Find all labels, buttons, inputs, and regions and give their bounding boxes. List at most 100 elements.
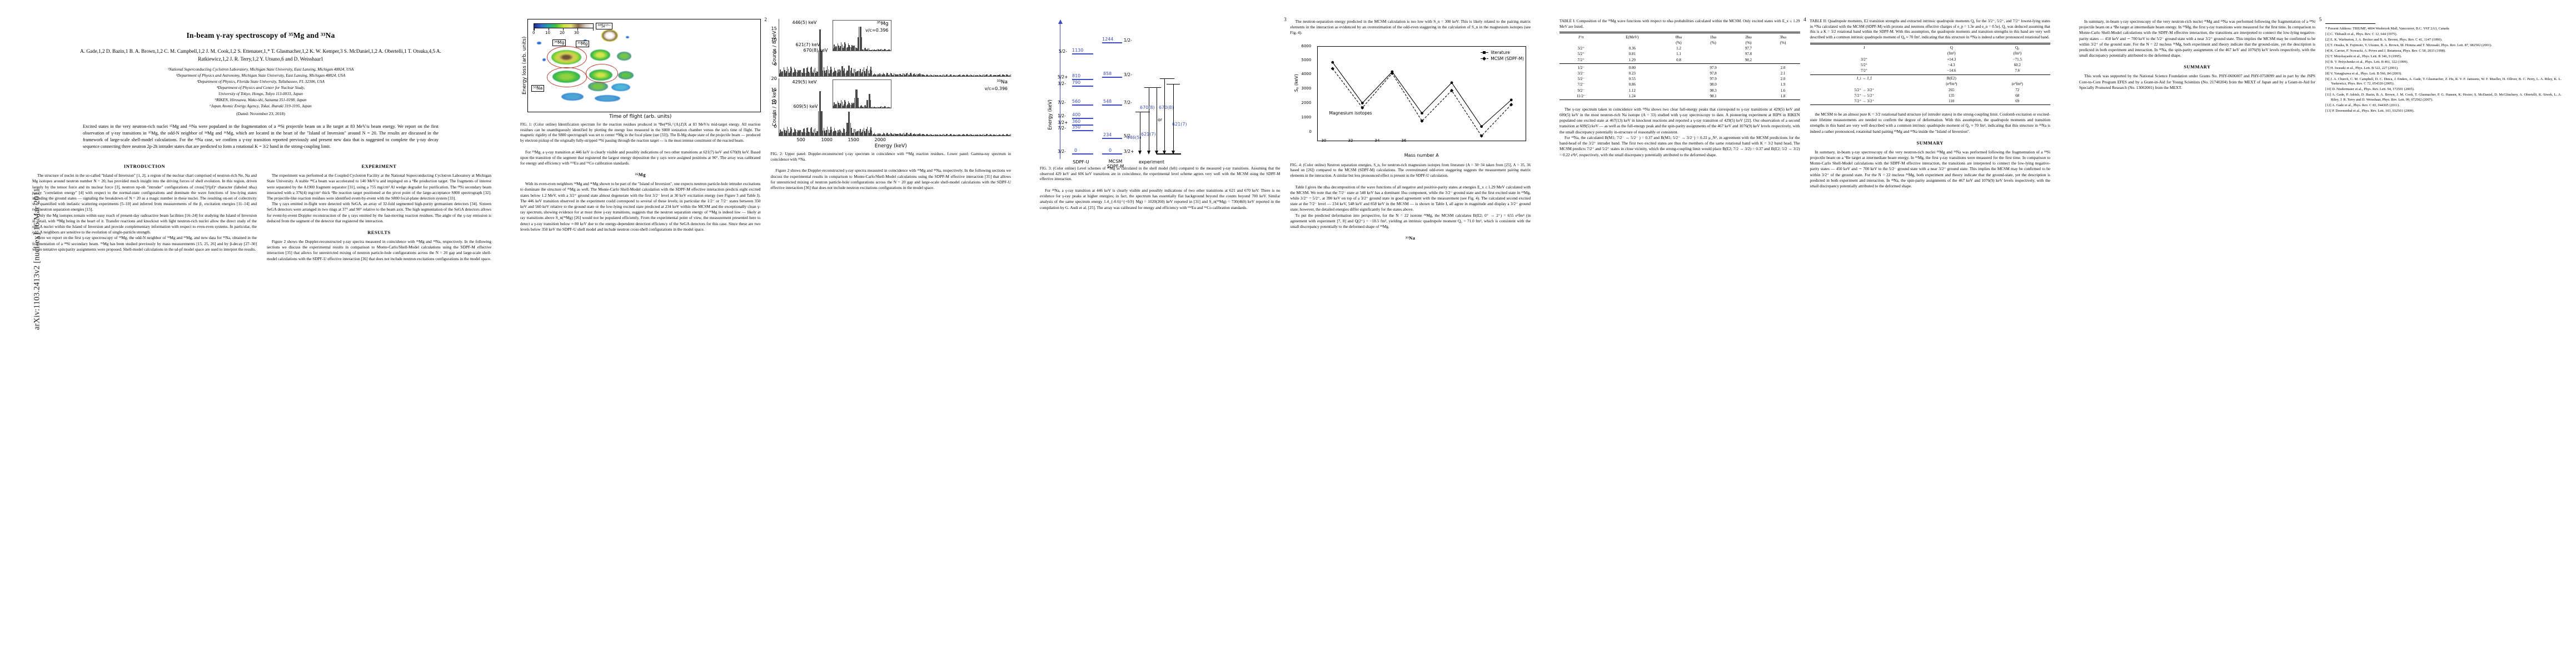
fig2-x-axis-label: Energy (keV) — [874, 143, 907, 149]
table-row: 3/2⁻ 0.23 97.8 2.1 — [1559, 71, 1800, 76]
fig2-panel-35mg: Counts / 8 keV ³⁵Mg v/c=0.396 446(5) keV — [771, 19, 1011, 77]
fig4-marker — [1361, 101, 1364, 104]
table-cell: 98.2 — [1745, 57, 1752, 62]
page-1-column-left: INTRODUCTION The structure of nuclei in … — [32, 158, 257, 262]
section-heading-summary: SUMMARY — [2184, 64, 2211, 70]
pid-blob — [588, 82, 608, 91]
table-cell: 5/2⁺ — [1577, 52, 1585, 57]
table-cell: 1.29 — [1628, 57, 1636, 62]
fig3-level-mcsm-gs — [1102, 153, 1122, 155]
table-cell: 1.8 — [1780, 93, 1786, 98]
reference-item: [5] T. Motobayashi et al., Phys. Lett. B… — [2325, 54, 2402, 59]
page-number: 2 — [764, 17, 767, 22]
sub-blank2 — [1603, 40, 1662, 46]
pid-plot-wrapper: Energy loss (arb. units) 0 10 20 30 — [520, 19, 761, 112]
col-E: E(MeV) — [1626, 34, 1639, 39]
pid-blob-noise — [537, 42, 541, 44]
fig4-ytick-6000: 6000 — [1301, 43, 1312, 48]
gate-ellipse-36mg — [547, 46, 587, 68]
fig2-inset-histogram — [833, 21, 891, 51]
paragraph: For ³⁵Mg, a γ-ray transition at 446 keV … — [520, 149, 761, 166]
fig4-legend-item-literature: literature — [1481, 49, 1524, 56]
col-2hw: 2ħω — [1745, 34, 1752, 39]
sub-pct-1: (%) — [1676, 41, 1682, 46]
fig2-panel2-inset — [832, 79, 891, 108]
table-cell: 97.8 — [1710, 71, 1717, 76]
fig2-p1-ytick-10: 10 — [771, 37, 777, 42]
paragraph: The γ rays emitted in-flight were detect… — [267, 201, 491, 223]
reference-item: [13] P. Doornenbal et al., Phys. Rev. Le… — [2325, 109, 2415, 113]
table-cell — [1731, 76, 1766, 82]
fig3-level-spin: 7/2- — [1058, 126, 1066, 131]
table-cell — [1696, 46, 1731, 51]
fig3-level-energy: 0 — [1074, 148, 1078, 153]
fig2-inset-velocity-label: v/c=0.396 — [865, 28, 889, 33]
table-cell — [1662, 76, 1696, 82]
col-0hw: 0ħω — [1675, 34, 1682, 39]
table-row-header: J^π E(MeV) 0ħω 1ħω 2ħω 3ħω — [1559, 34, 1800, 40]
page-number: 5 — [2319, 17, 2322, 22]
sub-pct-3: (%) — [1745, 41, 1752, 46]
fig3-level-energy: 858 — [1103, 71, 1112, 76]
page-4-column-right: TABLE II: Quadrupole moments, E2 transit… — [1810, 19, 2051, 189]
fig3-level-energy: 400 — [1072, 112, 1081, 117]
paragraph: For ³³Na, the calculated B(M1; 7/2⁻ → 5/… — [1559, 135, 1800, 157]
table-cell: 2.0 — [1780, 65, 1786, 70]
table-cell — [1696, 57, 1731, 63]
table-cell — [1696, 51, 1731, 57]
table-cell: 0.00 — [1628, 65, 1636, 70]
fig3-level-spin: 7/2- — [1124, 100, 1132, 105]
fig3-level-energy: 0 — [1109, 148, 1112, 153]
reference-item: [11] A. Gade, P. Adrich, D. Bazin, B. A.… — [2325, 93, 2562, 102]
figure-1: Energy loss (arb. units) 0 10 20 30 — [520, 19, 761, 144]
page-2: 2 Energy loss (arb. units) 0 10 — [506, 0, 1025, 667]
fig4-series-0 — [1332, 62, 1512, 127]
figure-4: Sn (keV) 6000 5000 4000 3000 2000 1000 0… — [1291, 41, 1531, 179]
page-3: 3 Energy (keV) SDPF-U MCSM SDPF-M experim… — [1025, 0, 1545, 667]
col-J: J^π — [1578, 34, 1584, 39]
fig1-plot-area: 0 10 20 30 — [527, 19, 761, 112]
reference-item: [9] J. A. Church, C. M. Campbell, D. C. … — [2325, 77, 2562, 86]
fig2-peak-label-670: 670(8) keV — [803, 48, 828, 53]
table-cell: 7.6 — [2015, 68, 2020, 73]
table-row-subheader: J_i → J_f B(E2) — [1810, 76, 2051, 81]
paragraph: The structure of nuclei in the so-called… — [32, 173, 257, 212]
fig4-xtick-32: 32 — [1348, 138, 1353, 143]
fig3-level-spin: 5/2- — [1059, 49, 1067, 54]
fig2-peak-label-429: 429(5) keV — [792, 79, 817, 84]
gate-ellipse-33na — [547, 67, 587, 87]
table-row: 7/2⁻ 0.86 98.0 1.9 — [1559, 82, 1800, 87]
table-cell: 2.0 — [1780, 77, 1786, 82]
page-number: 4 — [1803, 17, 1806, 22]
table-1-head: J^π E(MeV) 0ħω 1ħω 2ħω 3ħω (%) — [1559, 34, 1800, 46]
legend-label: literature — [1491, 49, 1510, 55]
legend-line-solid — [1481, 51, 1489, 54]
table-cell: 1.9 — [1780, 82, 1786, 87]
table-cell: 0.86 — [1628, 82, 1636, 87]
page-4: 4 TABLE I: Composition of the ³⁵Mg wave … — [1545, 0, 2065, 667]
fig3-level-energy: 360 — [1072, 119, 1081, 124]
affiliation-1: ¹National Superconducting Cyclotron Labo… — [167, 66, 354, 72]
table-cell — [1731, 82, 1766, 87]
paragraph: The experiment was performed at the Coup… — [267, 173, 491, 201]
section-heading-summary: SUMMARY — [1916, 140, 1944, 146]
fig3-level-sdpfu — [1072, 130, 1093, 131]
page-3-columns: Energy (keV) SDPF-U MCSM SDPF-M experimen… — [1025, 14, 1545, 245]
fig3-exp-level — [1144, 87, 1161, 88]
fig4-xtick-36: 36 — [1401, 138, 1407, 143]
pid-blob — [561, 93, 584, 101]
fig3-level-mcsm — [1102, 42, 1122, 43]
legend-label: MCSM (SDPF-M) — [1491, 56, 1524, 61]
table-cell: 0.23 — [1628, 71, 1636, 76]
table-cell — [1766, 57, 1800, 63]
table-cell — [1731, 65, 1766, 71]
figure-1-caption: FIG. 1: (Color online) Identification sp… — [520, 122, 761, 143]
fig4-marker — [1390, 71, 1394, 75]
fig2-xtick-1000: 1000 — [821, 137, 833, 142]
footnote-item: * Present Address: TRIUMF, 4004 Wesbrook… — [2325, 27, 2449, 31]
table-cell: 97.9 — [1710, 77, 1717, 82]
fig4-marker — [1331, 61, 1334, 64]
table-row: 7/2⁺ → 5/2⁺ 135 68 — [1810, 93, 2051, 98]
table-separator-row — [1810, 73, 2050, 76]
page-number: 3 — [1284, 17, 1287, 22]
